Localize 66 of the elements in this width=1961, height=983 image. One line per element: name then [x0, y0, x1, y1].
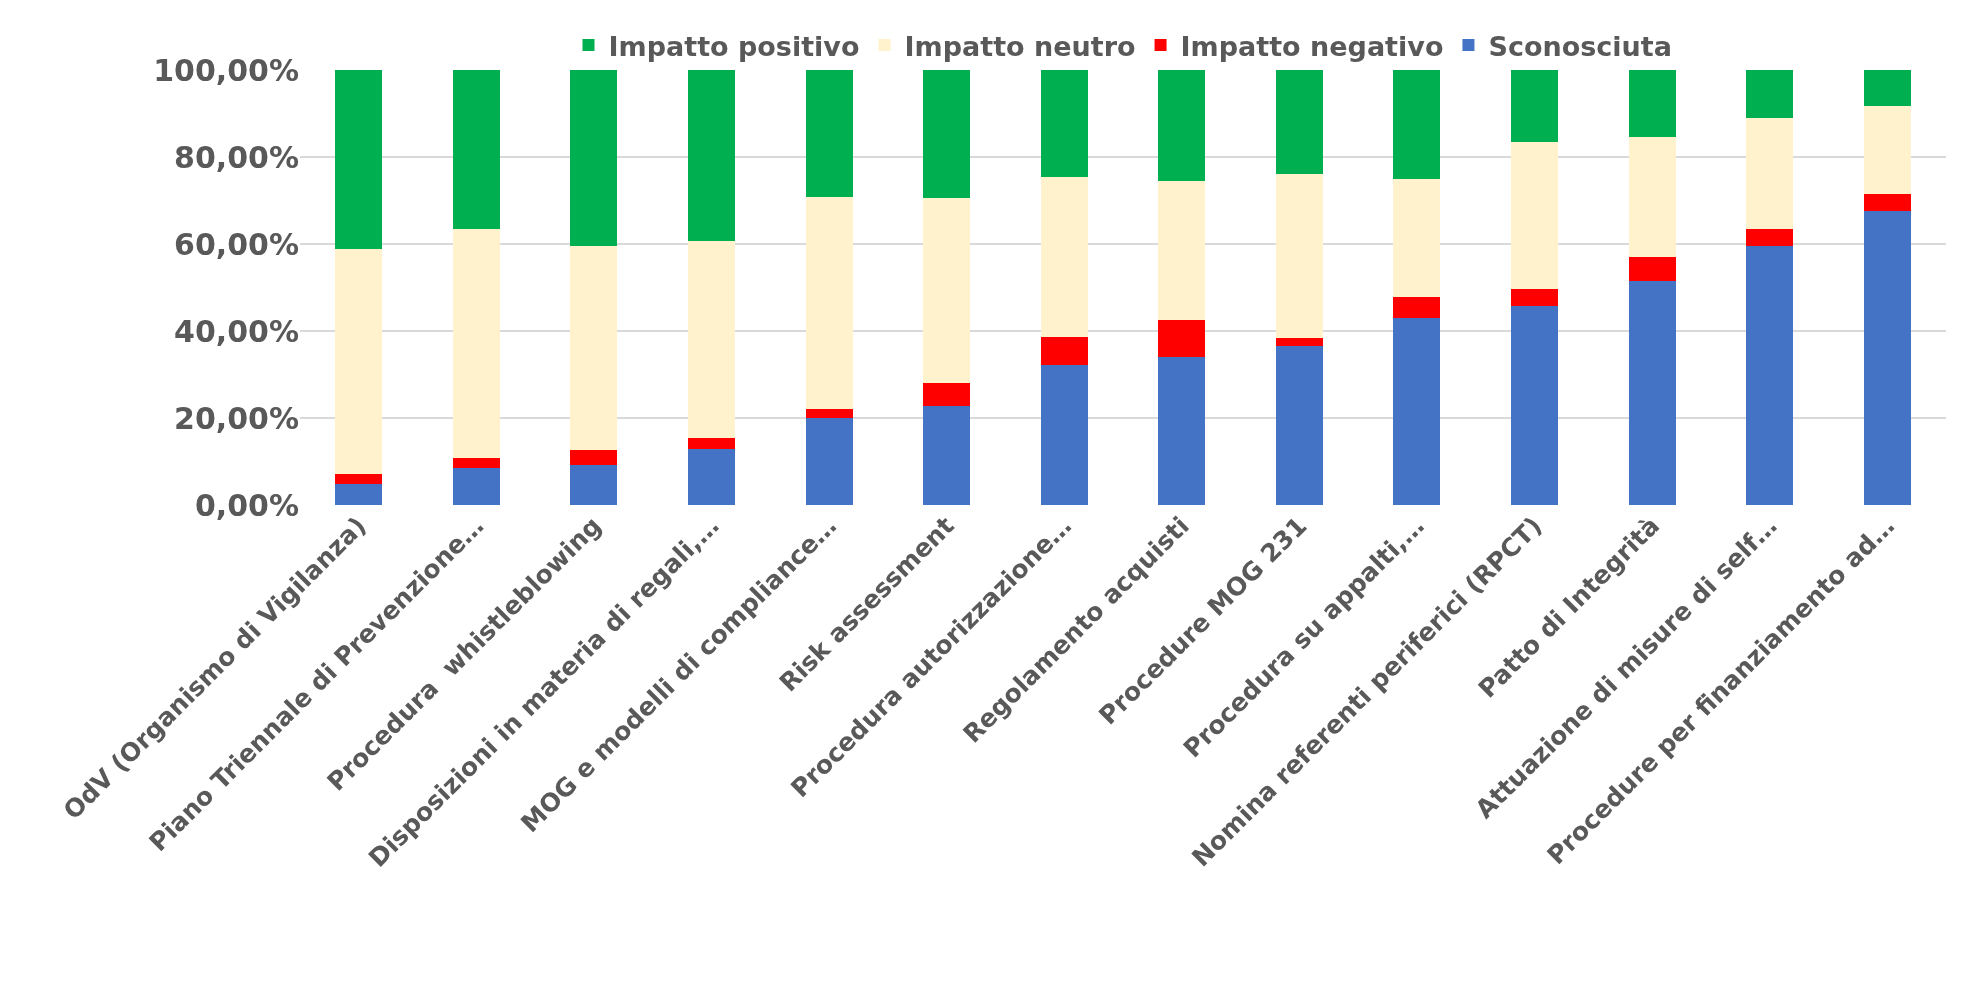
- legend-label: Impatto negativo: [1180, 30, 1444, 62]
- bar: [1863, 106, 1911, 195]
- bar: [570, 450, 618, 465]
- bar: [1275, 337, 1323, 346]
- bar: [687, 70, 736, 241]
- bar: [570, 464, 618, 505]
- bar: [1393, 70, 1441, 179]
- bar: [805, 409, 853, 418]
- y-tick-label: 20,00%: [174, 400, 299, 436]
- bar: [452, 70, 500, 230]
- bar: [452, 468, 500, 505]
- bar: [1863, 194, 1911, 212]
- bar: [335, 249, 383, 475]
- bar: [1275, 345, 1323, 505]
- bar: [1863, 70, 1911, 107]
- y-tick-label: 80,00%: [174, 139, 299, 175]
- bar: [1040, 364, 1088, 505]
- bar: [923, 70, 971, 199]
- bar: [1510, 289, 1559, 306]
- bar: [1158, 180, 1206, 320]
- y-tick-label: 40,00%: [174, 313, 299, 349]
- bar: [1158, 319, 1206, 357]
- bar: [335, 474, 383, 485]
- bar: [1628, 136, 1676, 258]
- bar: [570, 246, 618, 451]
- bar: [1393, 297, 1441, 318]
- bar: [1746, 229, 1794, 247]
- bar: [335, 70, 383, 250]
- bar: [1393, 317, 1441, 505]
- bar: [1746, 246, 1794, 505]
- bar: [1863, 211, 1911, 505]
- bar: [923, 405, 971, 505]
- bar: [452, 229, 500, 459]
- bar: [687, 240, 736, 439]
- y-tick-label: 60,00%: [174, 226, 299, 262]
- bar: [1510, 70, 1559, 143]
- bar: [923, 198, 971, 383]
- bar: [1628, 70, 1676, 137]
- bar: [1510, 142, 1559, 290]
- bar: [1746, 117, 1794, 230]
- bar: [1746, 70, 1794, 118]
- bar: [1510, 305, 1559, 505]
- bar: [805, 197, 853, 410]
- bar: [1040, 176, 1088, 337]
- bar: [687, 448, 736, 505]
- bar: [1275, 173, 1323, 338]
- bar: [1628, 280, 1676, 505]
- bar: [1040, 70, 1088, 177]
- bar: [1158, 70, 1206, 181]
- bar: [1628, 257, 1676, 281]
- bar: [570, 70, 618, 247]
- bar: [335, 484, 383, 505]
- bar: [923, 382, 971, 406]
- bar: [687, 438, 736, 449]
- bar: [1158, 356, 1206, 505]
- bar: [452, 458, 500, 469]
- bar: [1393, 178, 1441, 298]
- legend-label: Impatto neutro: [904, 30, 1136, 62]
- y-tick-label: 0,00%: [194, 487, 299, 523]
- legend-label: Impatto positivo: [608, 30, 860, 62]
- bar: [805, 418, 853, 505]
- bar: [1040, 336, 1088, 365]
- bar: [805, 70, 853, 198]
- y-tick-label: 100,00%: [153, 52, 299, 88]
- legend-label: Sconosciuta: [1488, 30, 1672, 62]
- bar: [1275, 70, 1323, 174]
